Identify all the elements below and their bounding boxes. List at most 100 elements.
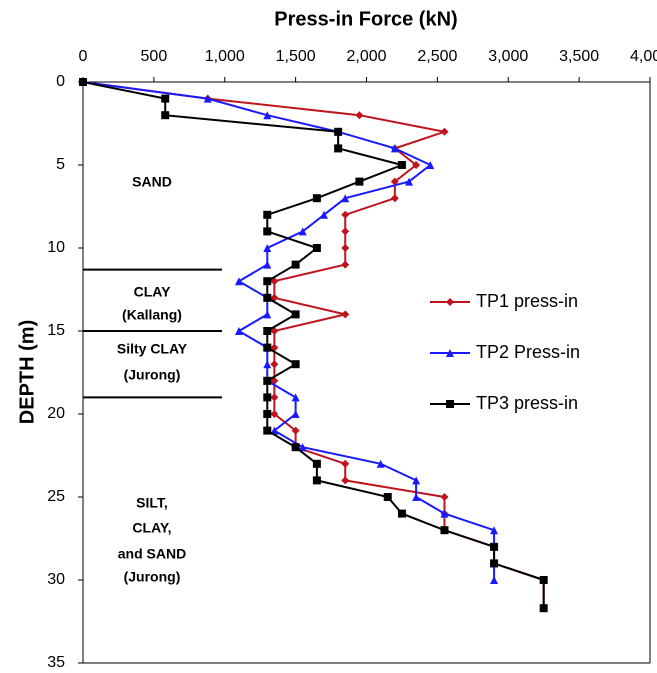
y-tick-label: 5 — [56, 156, 65, 173]
marker — [355, 177, 364, 186]
layer-label: (Jurong) — [124, 569, 181, 585]
marker — [334, 144, 343, 153]
marker — [490, 576, 499, 584]
marker — [263, 360, 272, 369]
marker — [270, 393, 279, 402]
marker — [341, 310, 350, 319]
marker — [291, 360, 300, 369]
marker — [263, 244, 272, 252]
marker — [312, 476, 321, 485]
y-tick-label: 25 — [47, 488, 65, 505]
marker — [341, 244, 350, 252]
marker — [270, 360, 279, 369]
marker — [446, 349, 454, 357]
marker — [397, 509, 406, 518]
layer-label: SILT, — [136, 495, 168, 511]
marker — [440, 509, 449, 518]
layer-label: (Jurong) — [124, 367, 181, 383]
marker — [291, 260, 300, 269]
legend-label: TP2 Press-in — [476, 342, 580, 362]
marker — [234, 327, 243, 335]
layer-label: CLAY — [134, 284, 171, 300]
marker — [263, 111, 272, 120]
legend-label: TP1 press-in — [476, 291, 578, 311]
marker — [539, 576, 548, 584]
marker — [446, 400, 454, 408]
chart-title: Press-in Force (kN) — [274, 8, 457, 30]
marker — [203, 94, 212, 103]
layer-label: CLAY, — [132, 520, 171, 536]
layer-label: Silty CLAY — [117, 341, 188, 357]
marker — [79, 78, 87, 86]
marker — [412, 493, 421, 501]
marker — [490, 559, 499, 568]
marker — [291, 393, 300, 402]
x-tick-label: 3,500 — [559, 48, 599, 65]
marker — [397, 161, 406, 169]
marker — [291, 410, 300, 418]
y-tick-label: 20 — [47, 405, 65, 422]
x-tick-label: 1,000 — [205, 48, 245, 65]
marker — [263, 260, 272, 269]
x-tick-label: 4,000 — [630, 48, 657, 65]
marker — [263, 277, 272, 286]
marker — [490, 542, 499, 551]
marker — [234, 277, 243, 286]
marker — [263, 327, 272, 335]
y-tick-label: 15 — [47, 322, 65, 339]
x-tick-label: 1,500 — [276, 48, 316, 65]
marker — [334, 127, 343, 136]
marker — [263, 310, 272, 319]
marker — [440, 127, 449, 136]
layer-label: (Kallang) — [122, 307, 182, 323]
marker — [319, 210, 328, 219]
marker — [383, 493, 392, 501]
marker — [270, 410, 279, 418]
marker — [291, 310, 300, 319]
marker — [341, 194, 350, 203]
marker — [440, 493, 449, 501]
x-tick-label: 0 — [79, 48, 88, 65]
marker — [263, 426, 272, 435]
marker — [312, 459, 321, 468]
marker — [446, 298, 454, 306]
marker — [312, 194, 321, 203]
marker — [341, 260, 350, 269]
marker — [390, 177, 399, 186]
x-tick-label: 500 — [141, 48, 168, 65]
marker — [341, 459, 350, 468]
marker — [341, 227, 350, 236]
x-tick-label: 2,500 — [417, 48, 457, 65]
marker — [390, 144, 399, 153]
marker — [263, 343, 272, 352]
x-tick-label: 2,000 — [346, 48, 386, 65]
marker — [426, 161, 435, 169]
marker — [161, 111, 170, 120]
marker — [341, 476, 350, 485]
marker — [263, 227, 272, 236]
marker — [355, 111, 364, 120]
marker — [405, 177, 414, 186]
y-tick-label: 35 — [47, 654, 65, 671]
layer-label: SAND — [132, 174, 172, 190]
x-tick-label: 3,000 — [488, 48, 528, 65]
marker — [440, 526, 449, 535]
layer-label: and SAND — [118, 546, 186, 562]
marker — [263, 293, 272, 302]
marker — [161, 94, 170, 103]
y-tick-label: 10 — [47, 239, 65, 256]
marker — [390, 194, 399, 203]
marker — [298, 443, 307, 452]
y-tick-label: 0 — [56, 73, 65, 90]
marker — [263, 410, 272, 418]
y-tick-label: 30 — [47, 571, 65, 588]
marker — [412, 476, 421, 485]
marker — [291, 443, 300, 452]
marker — [263, 376, 272, 385]
marker — [298, 227, 307, 236]
marker — [263, 393, 272, 402]
y-axis-title: DEPTH (m) — [16, 320, 38, 424]
marker — [490, 526, 499, 535]
marker — [263, 210, 272, 219]
